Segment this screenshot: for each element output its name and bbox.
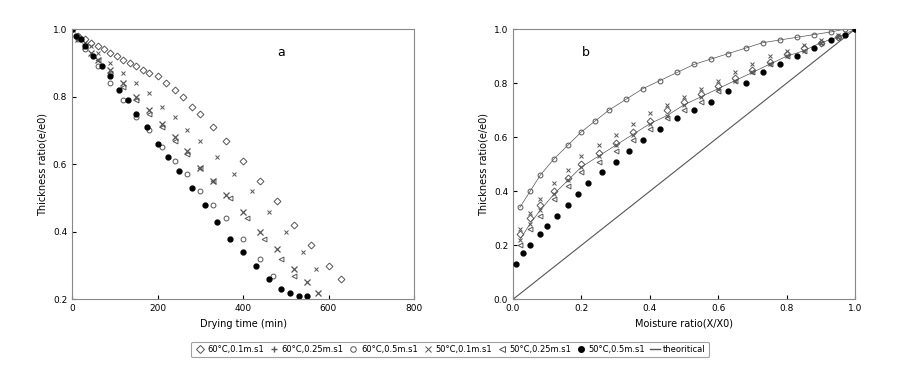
- X-axis label: Drying time (min): Drying time (min): [200, 319, 286, 329]
- Text: b: b: [581, 46, 590, 59]
- Text: a: a: [277, 46, 285, 59]
- Y-axis label: Thickness ratio(e/e0): Thickness ratio(e/e0): [478, 113, 488, 216]
- X-axis label: Moisture ratio(X/X0): Moisture ratio(X/X0): [635, 319, 733, 329]
- Legend: 60°C,0.1m.s1, 60°C,0.25m.s1, 60°C,0.5m.s1, 50°C,0.1m.s1, 50°C,0.25m.s1, 50°C,0.5: 60°C,0.1m.s1, 60°C,0.25m.s1, 60°C,0.5m.s…: [192, 342, 708, 357]
- Y-axis label: Thickness ratio(e/e0): Thickness ratio(e/e0): [37, 113, 47, 216]
